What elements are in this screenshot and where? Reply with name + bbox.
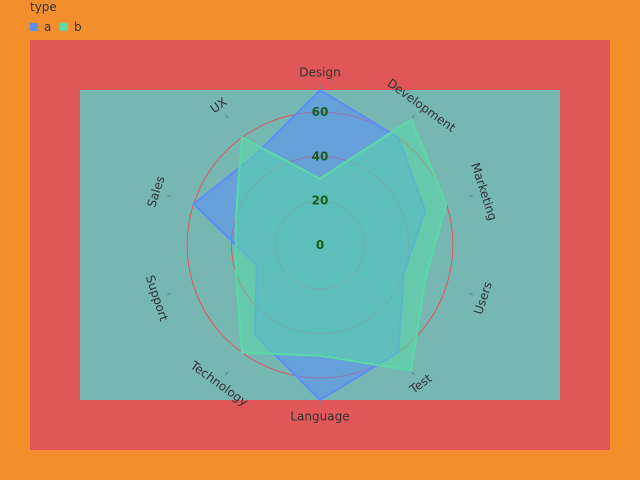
axis-tick — [166, 293, 171, 296]
axis-tick — [166, 194, 171, 197]
radial-tick-label: 20 — [312, 194, 329, 208]
radial-tick-label: 60 — [312, 105, 329, 119]
legend-swatch-a-icon — [30, 22, 38, 31]
radial-tick-label: 0 — [316, 238, 324, 252]
axis-tick — [224, 371, 229, 376]
legend-label-b: b — [74, 20, 82, 34]
legend-swatch-b-icon — [60, 22, 68, 31]
series-layer — [192, 88, 448, 402]
axis-tick — [224, 114, 229, 119]
legend-item-a[interactable]: a — [30, 20, 51, 34]
axis-tick — [411, 371, 416, 376]
category-label: Language — [290, 410, 349, 424]
legend-label-a: a — [44, 20, 52, 34]
axis-tick — [469, 293, 474, 296]
series-b-area[interactable] — [234, 118, 448, 372]
category-label: Design — [299, 66, 340, 80]
axis-tick — [469, 194, 474, 197]
legend-item-b[interactable]: b — [60, 20, 82, 34]
axis-tick — [411, 114, 416, 119]
radial-tick-label: 40 — [312, 149, 329, 163]
legend-title: type — [30, 0, 57, 14]
